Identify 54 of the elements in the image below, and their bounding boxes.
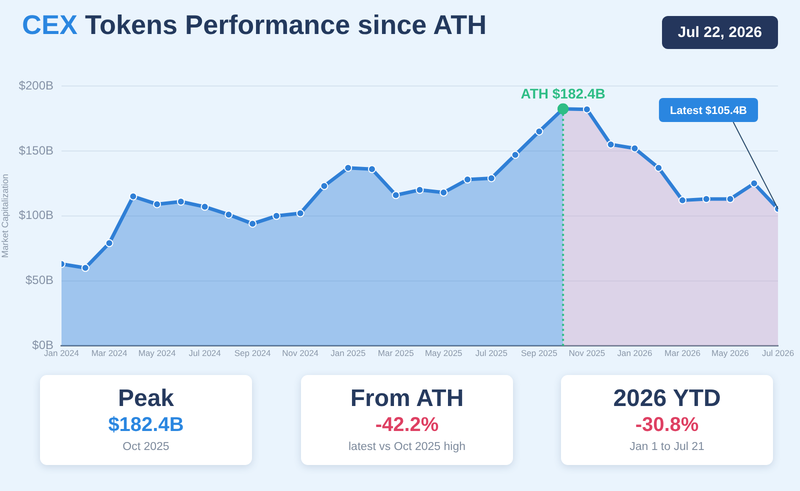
point bbox=[81, 264, 90, 272]
point bbox=[368, 165, 376, 174]
point bbox=[487, 174, 496, 182]
x-tick-label: Jan 2026 bbox=[617, 348, 652, 358]
text: $182.4B bbox=[107, 414, 185, 437]
ref-line-label: ATH $182.4B bbox=[520, 86, 606, 102]
x-tick-label: May 2026 bbox=[712, 348, 750, 358]
point bbox=[105, 239, 114, 248]
point bbox=[248, 220, 257, 228]
point bbox=[200, 202, 209, 211]
x-tick-label: Mar 2025 bbox=[378, 348, 414, 358]
y-tick-label: $150B bbox=[18, 143, 54, 158]
y-tick-label: $100B bbox=[18, 208, 54, 222]
text: Peak bbox=[116, 385, 176, 413]
annotation: Latest $105.4B bbox=[670, 105, 748, 118]
text: -30.8% bbox=[634, 414, 700, 437]
chart-title: CEX Tokens Performance since ATH bbox=[22, 10, 487, 41]
point bbox=[440, 188, 448, 197]
point bbox=[296, 209, 304, 218]
x-tick-label: May 2024 bbox=[138, 348, 176, 358]
point bbox=[320, 182, 328, 190]
x-tick-label: Mar 2026 bbox=[664, 348, 701, 358]
y-axis-title: Market Capitalization bbox=[0, 174, 10, 258]
x-tick-label: Jul 2024 bbox=[188, 348, 222, 358]
x-tick-label: Sep 2025 bbox=[520, 348, 558, 358]
x-tick-label: Nov 2025 bbox=[568, 348, 606, 358]
y-tick-label: $50B bbox=[25, 273, 54, 288]
point bbox=[464, 176, 472, 184]
point bbox=[535, 127, 544, 136]
text: Oct 2025 bbox=[122, 441, 170, 453]
point bbox=[392, 191, 400, 200]
x-tick-label: May 2025 bbox=[424, 348, 463, 358]
x-tick-label: Jan 2025 bbox=[330, 348, 366, 358]
x-tick-label: Mar 2024 bbox=[91, 348, 128, 358]
x-tick-label: Jan 2024 bbox=[44, 348, 80, 358]
point bbox=[129, 192, 138, 200]
point bbox=[344, 164, 352, 172]
text: 2026 YTD bbox=[612, 385, 722, 413]
x-tick-label: Jul 2026 bbox=[762, 348, 794, 358]
point bbox=[416, 186, 424, 194]
text: Jan 1 to Jul 21 bbox=[628, 441, 706, 453]
text: -42.2% bbox=[374, 414, 440, 437]
x-tick-label: Sep 2024 bbox=[234, 348, 272, 358]
text: From ATH bbox=[349, 385, 465, 413]
x-tick-label: Nov 2024 bbox=[282, 348, 319, 358]
point bbox=[272, 212, 280, 220]
y-tick-label: $200B bbox=[18, 78, 54, 92]
point bbox=[511, 150, 520, 159]
text: latest vs Oct 2025 high bbox=[348, 441, 466, 453]
point bbox=[224, 210, 233, 219]
text: Jul 22, 2026 bbox=[662, 16, 778, 49]
point bbox=[153, 200, 162, 208]
point bbox=[176, 198, 185, 206]
x-tick-label: Jul 2025 bbox=[475, 348, 508, 358]
